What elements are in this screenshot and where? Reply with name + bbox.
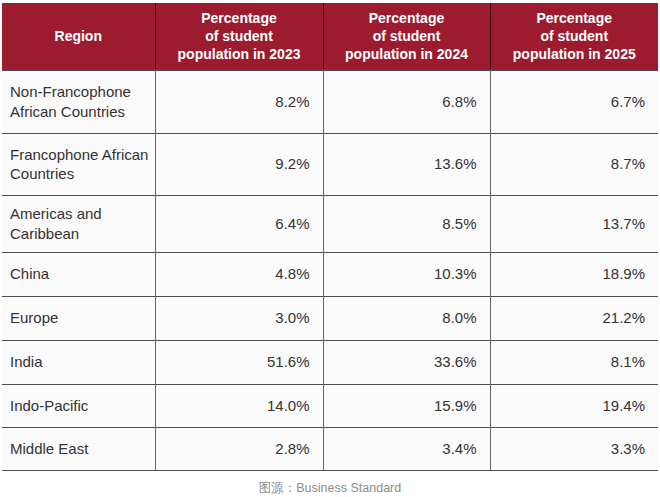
value-2023-cell: 51.6% — [155, 340, 323, 384]
value-2024-cell: 3.4% — [323, 427, 490, 470]
region-cell: Middle East — [2, 427, 155, 470]
value-2025-cell: 8.1% — [490, 340, 658, 384]
value-2025-cell: 18.9% — [490, 252, 658, 296]
table-row: India 51.6% 33.6% 8.1% — [2, 340, 658, 384]
value-2023-cell: 14.0% — [155, 384, 323, 427]
region-cell: Americas and Caribbean — [2, 195, 155, 252]
value-2025-cell: 19.4% — [490, 384, 658, 427]
value-2024-cell: 10.3% — [323, 252, 490, 296]
value-2025-cell: 6.7% — [490, 70, 658, 133]
value-2025-cell: 21.2% — [490, 296, 658, 340]
value-2023-cell: 3.0% — [155, 296, 323, 340]
value-2023-cell: 2.8% — [155, 427, 323, 470]
value-2024-cell: 8.0% — [323, 296, 490, 340]
value-2024-cell: 33.6% — [323, 340, 490, 384]
value-2024-cell: 6.8% — [323, 70, 490, 133]
page: Region Percentage of student population … — [0, 3, 660, 497]
table-row: Indo-Pacific 14.0% 15.9% 19.4% — [2, 384, 658, 427]
value-2024-cell: 8.5% — [323, 195, 490, 252]
region-cell: China — [2, 252, 155, 296]
image-source-caption: 图源：Business Standard — [0, 480, 660, 497]
table-row: Europe 3.0% 8.0% 21.2% — [2, 296, 658, 340]
column-header-2025: Percentage of student population in 2025 — [490, 3, 658, 70]
region-cell: Indo-Pacific — [2, 384, 155, 427]
table-row: Francophone African Countries 9.2% 13.6%… — [2, 133, 658, 195]
value-2025-cell: 13.7% — [490, 195, 658, 252]
value-2023-cell: 6.4% — [155, 195, 323, 252]
column-header-2024: Percentage of student population in 2024 — [323, 3, 490, 70]
value-2024-cell: 13.6% — [323, 133, 490, 195]
value-2023-cell: 9.2% — [155, 133, 323, 195]
value-2023-cell: 4.8% — [155, 252, 323, 296]
region-cell: Europe — [2, 296, 155, 340]
column-header-2023: Percentage of student population in 2023 — [155, 3, 323, 70]
region-cell: India — [2, 340, 155, 384]
table-header-row: Region Percentage of student population … — [2, 3, 658, 70]
table-row: China 4.8% 10.3% 18.9% — [2, 252, 658, 296]
value-2024-cell: 15.9% — [323, 384, 490, 427]
student-population-table: Region Percentage of student population … — [2, 3, 658, 471]
region-cell: Francophone African Countries — [2, 133, 155, 195]
value-2025-cell: 8.7% — [490, 133, 658, 195]
table-row: Non-Francophone African Countries 8.2% 6… — [2, 70, 658, 133]
table-row: Americas and Caribbean 6.4% 8.5% 13.7% — [2, 195, 658, 252]
value-2025-cell: 3.3% — [490, 427, 658, 470]
column-header-region: Region — [2, 3, 155, 70]
region-cell: Non-Francophone African Countries — [2, 70, 155, 133]
value-2023-cell: 8.2% — [155, 70, 323, 133]
table-row: Middle East 2.8% 3.4% 3.3% — [2, 427, 658, 470]
